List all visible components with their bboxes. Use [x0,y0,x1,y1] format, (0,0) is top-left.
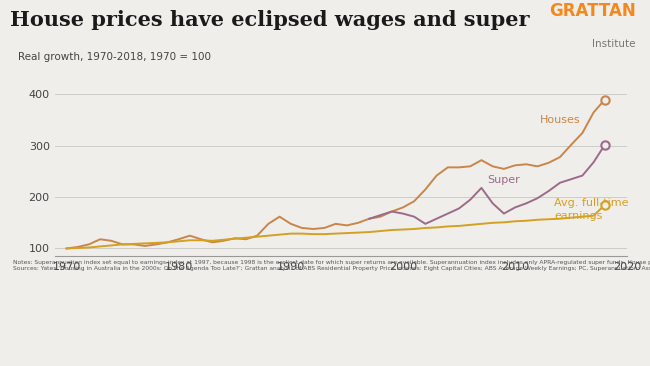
Text: Super: Super [487,175,520,185]
Text: Avg. full-time
earnings: Avg. full-time earnings [554,198,629,221]
Text: GRATTAN: GRATTAN [549,1,636,20]
Text: Houses: Houses [540,115,580,125]
Text: House prices have eclipsed wages and super: House prices have eclipsed wages and sup… [10,10,529,30]
Text: Real growth, 1970-2018, 1970 = 100: Real growth, 1970-2018, 1970 = 100 [18,52,211,62]
Text: Notes: Superannuation index set equal to earnings index at 1997, because 1998 is: Notes: Superannuation index set equal to… [13,260,650,272]
Text: Institute: Institute [592,39,636,49]
